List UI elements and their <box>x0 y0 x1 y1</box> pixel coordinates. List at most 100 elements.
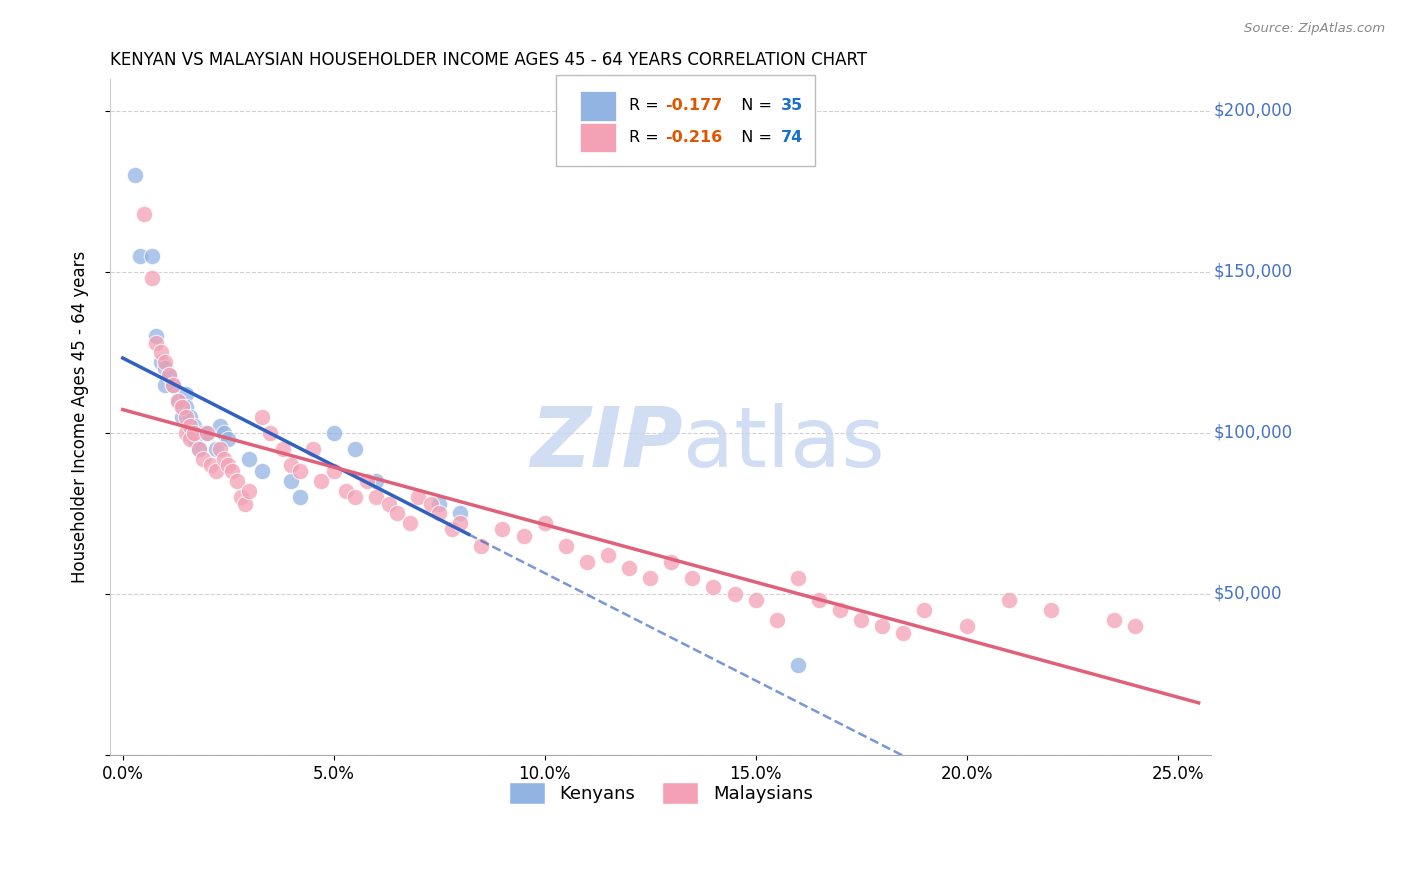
Point <box>702 581 724 595</box>
Point <box>596 548 619 562</box>
Point <box>225 474 247 488</box>
Point <box>162 377 184 392</box>
Point <box>1123 619 1146 633</box>
Point <box>170 400 193 414</box>
Point <box>288 490 311 504</box>
Point <box>217 458 239 472</box>
Text: $100,000: $100,000 <box>1213 424 1292 442</box>
Point <box>681 571 703 585</box>
Point <box>533 516 555 530</box>
Point <box>124 168 146 182</box>
Point <box>132 207 155 221</box>
Point <box>195 425 218 440</box>
Point <box>364 490 387 504</box>
Point <box>145 335 167 350</box>
Point <box>229 490 252 504</box>
Point <box>309 474 332 488</box>
Point <box>191 425 214 440</box>
Point <box>364 474 387 488</box>
Point <box>322 425 344 440</box>
Point <box>280 474 302 488</box>
Point <box>765 613 787 627</box>
Point <box>157 368 180 382</box>
Text: ZIP: ZIP <box>530 403 683 484</box>
Text: -0.216: -0.216 <box>665 130 723 145</box>
Point <box>208 419 231 434</box>
Point <box>335 483 357 498</box>
FancyBboxPatch shape <box>581 91 616 120</box>
Point <box>343 442 366 456</box>
Point <box>322 465 344 479</box>
Text: N =: N = <box>731 98 778 113</box>
Point <box>449 507 471 521</box>
Y-axis label: Householder Income Ages 45 - 64 years: Householder Income Ages 45 - 64 years <box>72 251 89 582</box>
Point <box>200 458 222 472</box>
Point <box>419 497 441 511</box>
Point <box>356 474 378 488</box>
Point <box>997 593 1019 607</box>
Point <box>955 619 977 633</box>
Point <box>183 432 205 446</box>
Point <box>659 555 682 569</box>
Text: R =: R = <box>628 130 664 145</box>
Point <box>187 442 209 456</box>
Point <box>238 483 260 498</box>
Point <box>153 355 176 369</box>
Point <box>183 419 205 434</box>
Point <box>183 425 205 440</box>
Point <box>179 425 201 440</box>
Point <box>250 409 273 424</box>
Point <box>195 425 218 440</box>
Point <box>174 387 197 401</box>
Text: atlas: atlas <box>683 403 884 484</box>
Point <box>170 409 193 424</box>
Point <box>141 249 163 263</box>
Point <box>491 523 513 537</box>
Text: $200,000: $200,000 <box>1213 102 1292 120</box>
Point <box>179 432 201 446</box>
Text: R =: R = <box>628 98 664 113</box>
Point <box>174 409 197 424</box>
Point <box>377 497 399 511</box>
Text: $50,000: $50,000 <box>1213 585 1282 603</box>
Point <box>723 587 745 601</box>
Point <box>288 465 311 479</box>
FancyBboxPatch shape <box>555 75 815 167</box>
Point <box>786 657 808 672</box>
Point <box>385 507 408 521</box>
Point <box>174 400 197 414</box>
Point <box>204 442 226 456</box>
Point <box>575 555 598 569</box>
Text: 35: 35 <box>780 98 803 113</box>
Text: $150,000: $150,000 <box>1213 263 1292 281</box>
Point <box>179 419 201 434</box>
Point <box>221 465 243 479</box>
Point <box>149 345 172 359</box>
Text: -0.177: -0.177 <box>665 98 723 113</box>
Point <box>128 249 150 263</box>
Point <box>1039 603 1062 617</box>
Text: Source: ZipAtlas.com: Source: ZipAtlas.com <box>1244 22 1385 36</box>
Point <box>250 465 273 479</box>
Text: 74: 74 <box>780 130 803 145</box>
Point <box>271 442 294 456</box>
Point <box>212 425 235 440</box>
Point <box>141 271 163 285</box>
Point <box>145 329 167 343</box>
Point <box>406 490 429 504</box>
Point <box>870 619 893 633</box>
Point <box>398 516 420 530</box>
Point <box>1102 613 1125 627</box>
Point <box>744 593 766 607</box>
Point <box>786 571 808 585</box>
Point <box>301 442 323 456</box>
Text: KENYAN VS MALAYSIAN HOUSEHOLDER INCOME AGES 45 - 64 YEARS CORRELATION CHART: KENYAN VS MALAYSIAN HOUSEHOLDER INCOME A… <box>110 51 868 69</box>
Point <box>187 442 209 456</box>
Legend: Kenyans, Malaysians: Kenyans, Malaysians <box>499 773 821 814</box>
Point <box>170 400 193 414</box>
Point <box>153 361 176 376</box>
Point <box>449 516 471 530</box>
Point <box>166 393 188 408</box>
Point <box>191 451 214 466</box>
Point <box>617 561 640 575</box>
